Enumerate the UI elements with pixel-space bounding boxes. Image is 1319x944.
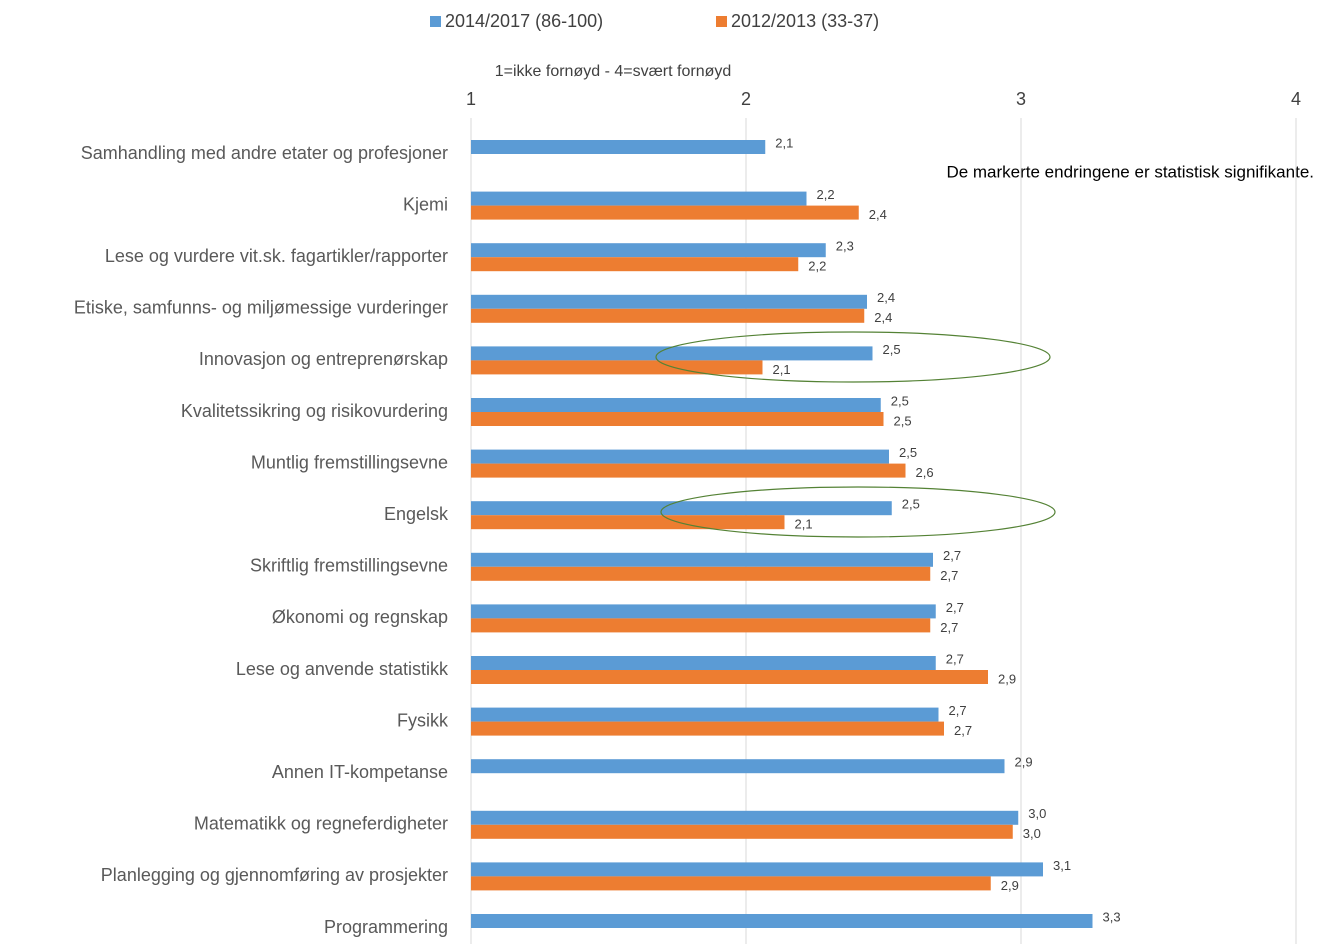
data-label: 2,7 — [949, 703, 967, 718]
y-tick-label: Fysikk — [397, 710, 449, 730]
bar — [471, 721, 944, 736]
bar — [471, 140, 766, 154]
data-label: 2,7 — [946, 600, 964, 615]
x-tick-label: 2 — [741, 89, 751, 109]
y-tick-label: Muntlig fremstillingsevne — [251, 452, 448, 472]
bar — [471, 552, 933, 567]
data-label: 2,1 — [775, 135, 793, 150]
bar — [471, 914, 1093, 928]
bar — [471, 360, 763, 375]
data-label: 3,0 — [1028, 806, 1046, 821]
data-label: 2,1 — [795, 517, 813, 532]
bar — [471, 412, 884, 426]
y-tick-label: Skriftlig fremstillingsevne — [250, 556, 448, 576]
data-label: 2,5 — [894, 413, 912, 428]
y-tick-label: Planlegging og gjennomføring av prosjekt… — [101, 865, 448, 885]
y-tick-label: Matematikk og regneferdigheter — [194, 814, 448, 834]
legend-swatch — [716, 16, 727, 27]
bar — [471, 346, 873, 361]
data-label: 2,5 — [891, 393, 909, 408]
data-label: 2,9 — [1001, 878, 1019, 893]
data-label: 2,7 — [946, 651, 964, 666]
highlight-ellipse — [655, 331, 1051, 383]
annotation: De markerte endringene er statistisk sig… — [946, 162, 1314, 181]
legend-label: 2012/2013 (33-37) — [731, 11, 879, 31]
bar — [471, 862, 1043, 877]
y-tick-label: Programmering — [324, 917, 448, 937]
x-tick-label: 3 — [1016, 89, 1026, 109]
data-label: 2,7 — [954, 723, 972, 738]
data-label: 2,5 — [899, 445, 917, 460]
data-label: 2,3 — [836, 239, 854, 254]
x-tick-label: 1 — [466, 89, 476, 109]
bar — [471, 604, 936, 619]
data-label: 2,9 — [1015, 755, 1033, 770]
data-label: 2,7 — [940, 568, 958, 583]
bar — [471, 191, 807, 206]
bar — [471, 463, 906, 478]
data-label: 2,4 — [869, 207, 887, 222]
data-label: 2,4 — [877, 290, 895, 305]
y-tick-label: Etiske, samfunns- og miljømessige vurder… — [74, 298, 448, 318]
y-tick-label: Samhandling med andre etater og profesjo… — [81, 143, 448, 163]
data-label: 2,6 — [916, 465, 934, 480]
y-tick-label: Kjemi — [403, 194, 448, 214]
highlight-ellipse — [660, 486, 1056, 538]
data-label: 2,9 — [998, 671, 1016, 686]
legend-label: 2014/2017 (86-100) — [445, 11, 603, 31]
y-tick-label: Økonomi og regnskap — [272, 607, 448, 627]
bar — [471, 308, 865, 323]
y-tick-label: Kvalitetssikring og risikovurdering — [181, 401, 448, 421]
bar — [471, 618, 931, 633]
bar — [471, 398, 881, 412]
bar — [471, 449, 889, 464]
x-tick-label: 4 — [1291, 89, 1301, 109]
y-tick-label: Annen IT-kompetanse — [272, 762, 448, 782]
data-label: 3,3 — [1103, 909, 1121, 924]
bar — [471, 759, 1005, 774]
bar — [471, 294, 867, 309]
bar — [471, 257, 799, 272]
data-label: 3,1 — [1053, 858, 1071, 873]
y-tick-label: Innovasjon og entreprenørskap — [199, 349, 448, 369]
data-label: 2,7 — [943, 548, 961, 563]
data-label: 3,0 — [1023, 826, 1041, 841]
bar — [471, 824, 1013, 839]
data-label: 2,7 — [940, 620, 958, 635]
data-label: 2,4 — [874, 310, 892, 325]
axis-label: 1=ikke fornøyd - 4=svært fornøyd — [495, 63, 732, 80]
data-label: 2,2 — [808, 259, 826, 274]
bar — [471, 501, 892, 516]
bar — [471, 876, 991, 891]
bar — [471, 810, 1019, 825]
y-tick-label: Engelsk — [384, 504, 449, 524]
data-label: 2,5 — [902, 497, 920, 512]
y-tick-label: Lese og anvende statistikk — [236, 659, 449, 679]
bar — [471, 205, 859, 220]
data-label: 2,5 — [883, 342, 901, 357]
bar — [471, 243, 826, 258]
data-label: 2,1 — [773, 362, 791, 377]
bar — [471, 515, 785, 530]
bar — [471, 707, 939, 722]
y-tick-label: Lese og vurdere vit.sk. fagartikler/rapp… — [105, 246, 448, 266]
data-label: 2,2 — [817, 187, 835, 202]
bar — [471, 566, 931, 581]
legend-swatch — [430, 16, 441, 27]
bar — [471, 670, 988, 684]
bar — [471, 656, 936, 670]
